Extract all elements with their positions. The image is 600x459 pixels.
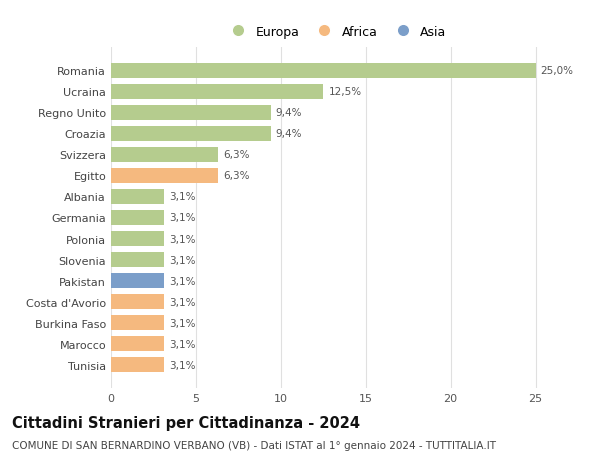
Bar: [111, 336, 164, 352]
Bar: [111, 64, 536, 79]
Text: 3,1%: 3,1%: [169, 192, 195, 202]
Bar: [111, 106, 271, 121]
Text: 6,3%: 6,3%: [223, 150, 250, 160]
Bar: [111, 294, 164, 309]
Text: 3,1%: 3,1%: [169, 234, 195, 244]
Text: 9,4%: 9,4%: [276, 129, 302, 139]
Bar: [111, 231, 164, 246]
Text: Cittadini Stranieri per Cittadinanza - 2024: Cittadini Stranieri per Cittadinanza - 2…: [12, 415, 360, 431]
Text: 3,1%: 3,1%: [169, 276, 195, 286]
Text: 3,1%: 3,1%: [169, 297, 195, 307]
Text: 12,5%: 12,5%: [328, 87, 361, 97]
Text: COMUNE DI SAN BERNARDINO VERBANO (VB) - Dati ISTAT al 1° gennaio 2024 - TUTTITAL: COMUNE DI SAN BERNARDINO VERBANO (VB) - …: [12, 440, 496, 450]
Legend: Europa, Africa, Asia: Europa, Africa, Asia: [221, 21, 452, 44]
Text: 25,0%: 25,0%: [541, 66, 574, 76]
Bar: [111, 252, 164, 268]
Text: 3,1%: 3,1%: [169, 318, 195, 328]
Bar: [111, 274, 164, 289]
Bar: [111, 190, 164, 205]
Bar: [111, 357, 164, 372]
Text: 3,1%: 3,1%: [169, 213, 195, 223]
Bar: [111, 147, 218, 162]
Bar: [111, 84, 323, 100]
Text: 3,1%: 3,1%: [169, 255, 195, 265]
Text: 3,1%: 3,1%: [169, 360, 195, 370]
Bar: [111, 211, 164, 225]
Bar: [111, 168, 218, 184]
Bar: [111, 127, 271, 142]
Text: 3,1%: 3,1%: [169, 339, 195, 349]
Text: 6,3%: 6,3%: [223, 171, 250, 181]
Bar: [111, 315, 164, 330]
Text: 9,4%: 9,4%: [276, 108, 302, 118]
